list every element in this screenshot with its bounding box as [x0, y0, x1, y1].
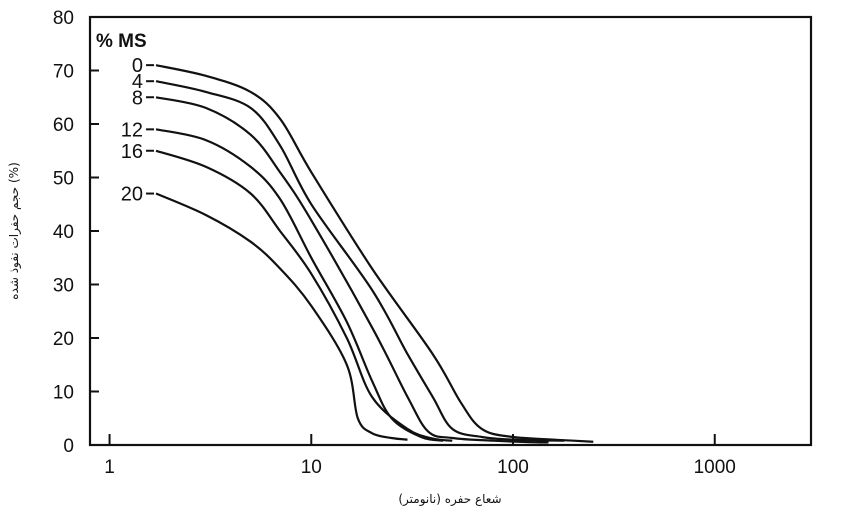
- y-tick-label: 20: [53, 329, 74, 350]
- series-label-4: 4: [132, 71, 143, 93]
- y-tick-label: 0: [63, 436, 74, 457]
- x-tick-label: 1: [104, 457, 115, 478]
- y-tick-label: 70: [53, 62, 74, 83]
- y-tick-label: 40: [53, 222, 74, 243]
- y-tick-label: 50: [53, 169, 74, 190]
- series-label-12: 12: [121, 119, 143, 141]
- series-label-16: 16: [121, 141, 143, 163]
- x-tick-label: 10: [301, 457, 322, 478]
- x-tick-label: 1000: [694, 457, 736, 478]
- x-tick-label: 100: [497, 457, 529, 478]
- y-tick-label: 10: [53, 383, 74, 404]
- series-label-0: 0: [132, 55, 143, 77]
- series-line-16: [155, 149, 453, 442]
- y-tick-label: 60: [53, 115, 74, 136]
- plot-area: [88, 15, 813, 447]
- y-axis: 0 10 20 30 40 50 60 70 80: [53, 8, 99, 457]
- series-line-0: [155, 64, 594, 443]
- x-axis: 1 10 100 1000: [104, 434, 736, 478]
- y-axis-title: حجم حفرات نفوذ شده (%): [7, 162, 22, 300]
- y-tick-label: 80: [53, 8, 74, 29]
- series-line-4: [155, 80, 565, 442]
- series-curves: [155, 64, 594, 444]
- series-line-8: [155, 96, 549, 444]
- series-label-20: 20: [121, 184, 143, 206]
- series-line-12: [155, 128, 444, 442]
- series-label-8: 8: [132, 87, 143, 109]
- series-line-20: [155, 192, 408, 441]
- x-axis-title: شعاع حفره (نانومتر): [398, 492, 501, 507]
- legend-title: % MS: [96, 31, 147, 52]
- y-tick-label: 30: [53, 276, 74, 297]
